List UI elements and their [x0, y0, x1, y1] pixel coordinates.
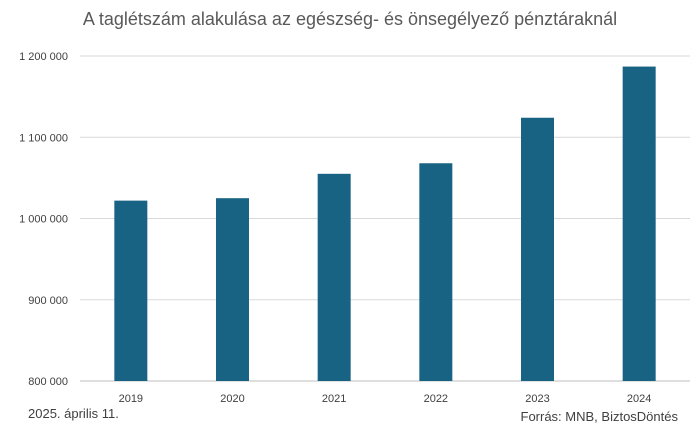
x-tick-label: 2024 [627, 393, 651, 405]
gridlines [80, 55, 690, 382]
y-tick-label: 1 100 000 [19, 132, 68, 144]
x-tick-label: 2021 [322, 393, 346, 405]
bar-2021 [317, 173, 351, 381]
chart-title: A taglétszám alakulása az egészség- és ö… [82, 9, 618, 29]
x-axis-tick-labels: 2019 2020 2021 2022 2023 2024 [119, 393, 652, 405]
y-tick-label: 1 200 000 [19, 51, 68, 63]
bars [114, 66, 656, 381]
x-tick-label: 2023 [525, 393, 549, 405]
bar-2019 [114, 200, 148, 381]
bar-2023 [521, 117, 554, 381]
y-tick-label: 900 000 [28, 295, 68, 307]
bar-2022 [419, 163, 453, 381]
y-tick-label: 800 000 [28, 376, 68, 388]
x-tick-label: 2020 [220, 393, 244, 405]
y-axis-tick-labels: 800 000 900 000 1 000 000 1 100 000 1 200 00… [19, 51, 68, 388]
x-tick-label: 2022 [424, 393, 448, 405]
publication-date: 2025. április 11. [28, 406, 119, 421]
y-tick-label: 1 000 000 [19, 214, 68, 226]
bar-2020 [216, 198, 249, 381]
source-note: Forrás: MNB, BiztosDöntés [520, 409, 679, 424]
bar-2024 [622, 66, 656, 381]
x-tick-label: 2019 [119, 393, 143, 405]
